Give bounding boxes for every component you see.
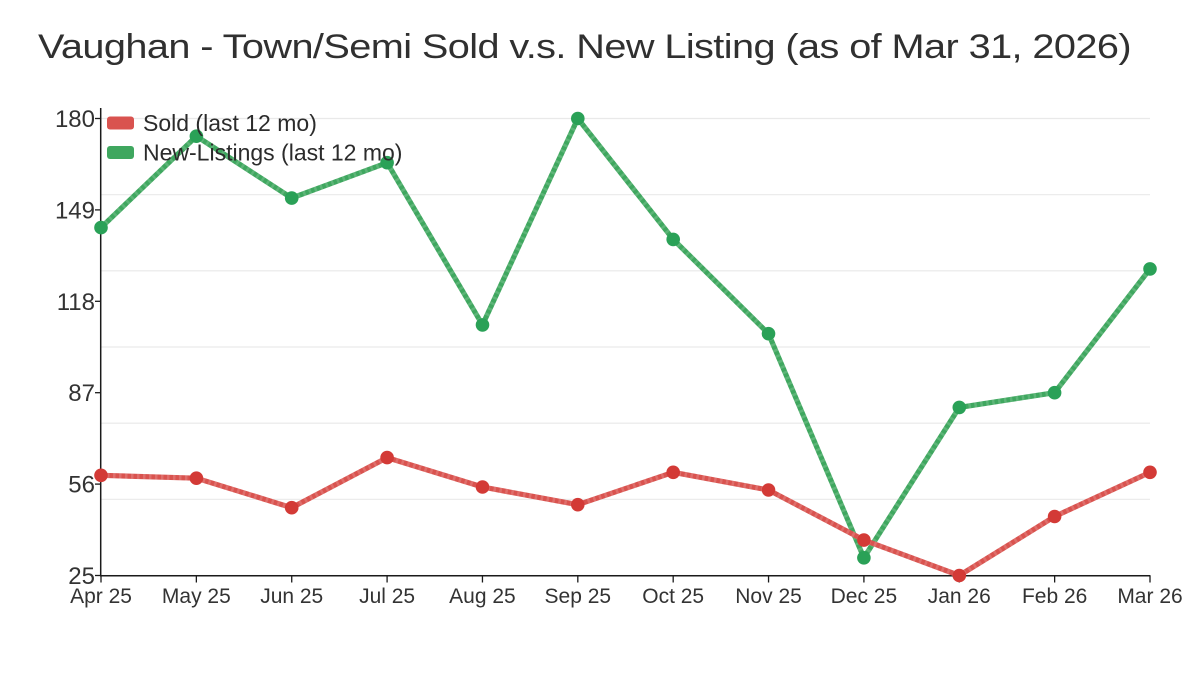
y-tick-label: 87 xyxy=(68,380,95,407)
legend-label-new-listings: New-Listings (last 12 mo) xyxy=(143,140,402,166)
x-tick-label: Sep 25 xyxy=(545,585,612,608)
y-tick-label: 25 xyxy=(68,563,95,590)
legend-label-sold: Sold (last 12 mo) xyxy=(143,110,317,136)
y-tick-label: 56 xyxy=(68,472,95,499)
y-tick-label: 149 xyxy=(55,197,95,224)
legend-swatch-sold-icon xyxy=(107,116,134,130)
data-point-sold-jul-25[interactable] xyxy=(380,450,394,465)
x-tick-label: Oct 25 xyxy=(642,585,704,608)
data-point-new-listings-may-25[interactable] xyxy=(189,129,204,143)
data-point-sold-may-25[interactable] xyxy=(189,471,204,486)
data-point-new-listings-sep-25[interactable] xyxy=(571,111,585,126)
plot-area: 25 56 87 118 149 180 Apr 25 May 25 Jun 25 Jul 25 A… xyxy=(55,106,1183,608)
data-point-new-listings-jun-25[interactable] xyxy=(284,191,299,205)
x-tick-label: Aug 25 xyxy=(449,585,516,608)
x-tick-label: Jan 26 xyxy=(928,585,991,608)
data-point-new-listings-apr-25[interactable] xyxy=(94,220,108,235)
x-tick-label: May 25 xyxy=(162,585,231,608)
legend-item-sold[interactable]: Sold (last 12 mo) xyxy=(107,110,317,136)
x-tick-label: Mar 26 xyxy=(1117,585,1182,608)
data-point-new-listings-jan-26[interactable] xyxy=(952,400,967,415)
x-tick-label: Feb 26 xyxy=(1022,585,1087,608)
data-point-new-listings-feb-26[interactable] xyxy=(1047,385,1062,400)
data-point-sold-sep-25[interactable] xyxy=(571,497,585,512)
data-point-sold-feb-26[interactable] xyxy=(1047,509,1062,524)
legend-item-new-listings[interactable]: New-Listings (last 12 mo) xyxy=(107,140,402,166)
new-listings-line-texture xyxy=(99,115,1153,561)
x-tick-label: Nov 25 xyxy=(735,585,802,608)
data-point-sold-jun-25[interactable] xyxy=(284,500,299,515)
data-point-new-listings-aug-25[interactable] xyxy=(475,318,490,332)
data-point-new-listings-mar-26[interactable] xyxy=(1143,262,1157,276)
data-point-sold-apr-25[interactable] xyxy=(94,468,108,483)
data-point-sold-oct-25[interactable] xyxy=(666,465,680,480)
y-tick-label: 180 xyxy=(55,106,95,133)
new-listings-line xyxy=(98,115,1153,561)
x-tick-label: Dec 25 xyxy=(831,585,898,608)
legend: Sold (last 12 mo) New-Listings (last 12 … xyxy=(107,110,402,166)
x-tick-label: Jun 25 xyxy=(260,585,323,608)
chart-title: Vaughan - Town/Semi Sold v.s. New Listin… xyxy=(38,28,1131,66)
legend-swatch-new-listings-icon xyxy=(107,146,134,159)
x-tick-label: Apr 25 xyxy=(70,585,132,608)
data-point-sold-jan-26[interactable] xyxy=(952,568,967,583)
data-point-sold-nov-25[interactable] xyxy=(761,483,776,497)
data-point-new-listings-nov-25[interactable] xyxy=(761,326,776,341)
sold-line-texture xyxy=(100,455,1152,579)
sold-line xyxy=(98,455,1153,579)
data-point-sold-mar-26[interactable] xyxy=(1143,465,1157,480)
data-point-new-listings-jul-25[interactable] xyxy=(380,155,394,170)
y-tick-label: 118 xyxy=(57,289,95,316)
data-point-new-listings-dec-25[interactable] xyxy=(857,551,871,565)
x-tick-label: Jul 25 xyxy=(359,585,415,608)
data-point-sold-dec-25[interactable] xyxy=(857,533,871,547)
data-point-sold-aug-25[interactable] xyxy=(475,480,490,494)
data-point-new-listings-oct-25[interactable] xyxy=(666,232,680,247)
